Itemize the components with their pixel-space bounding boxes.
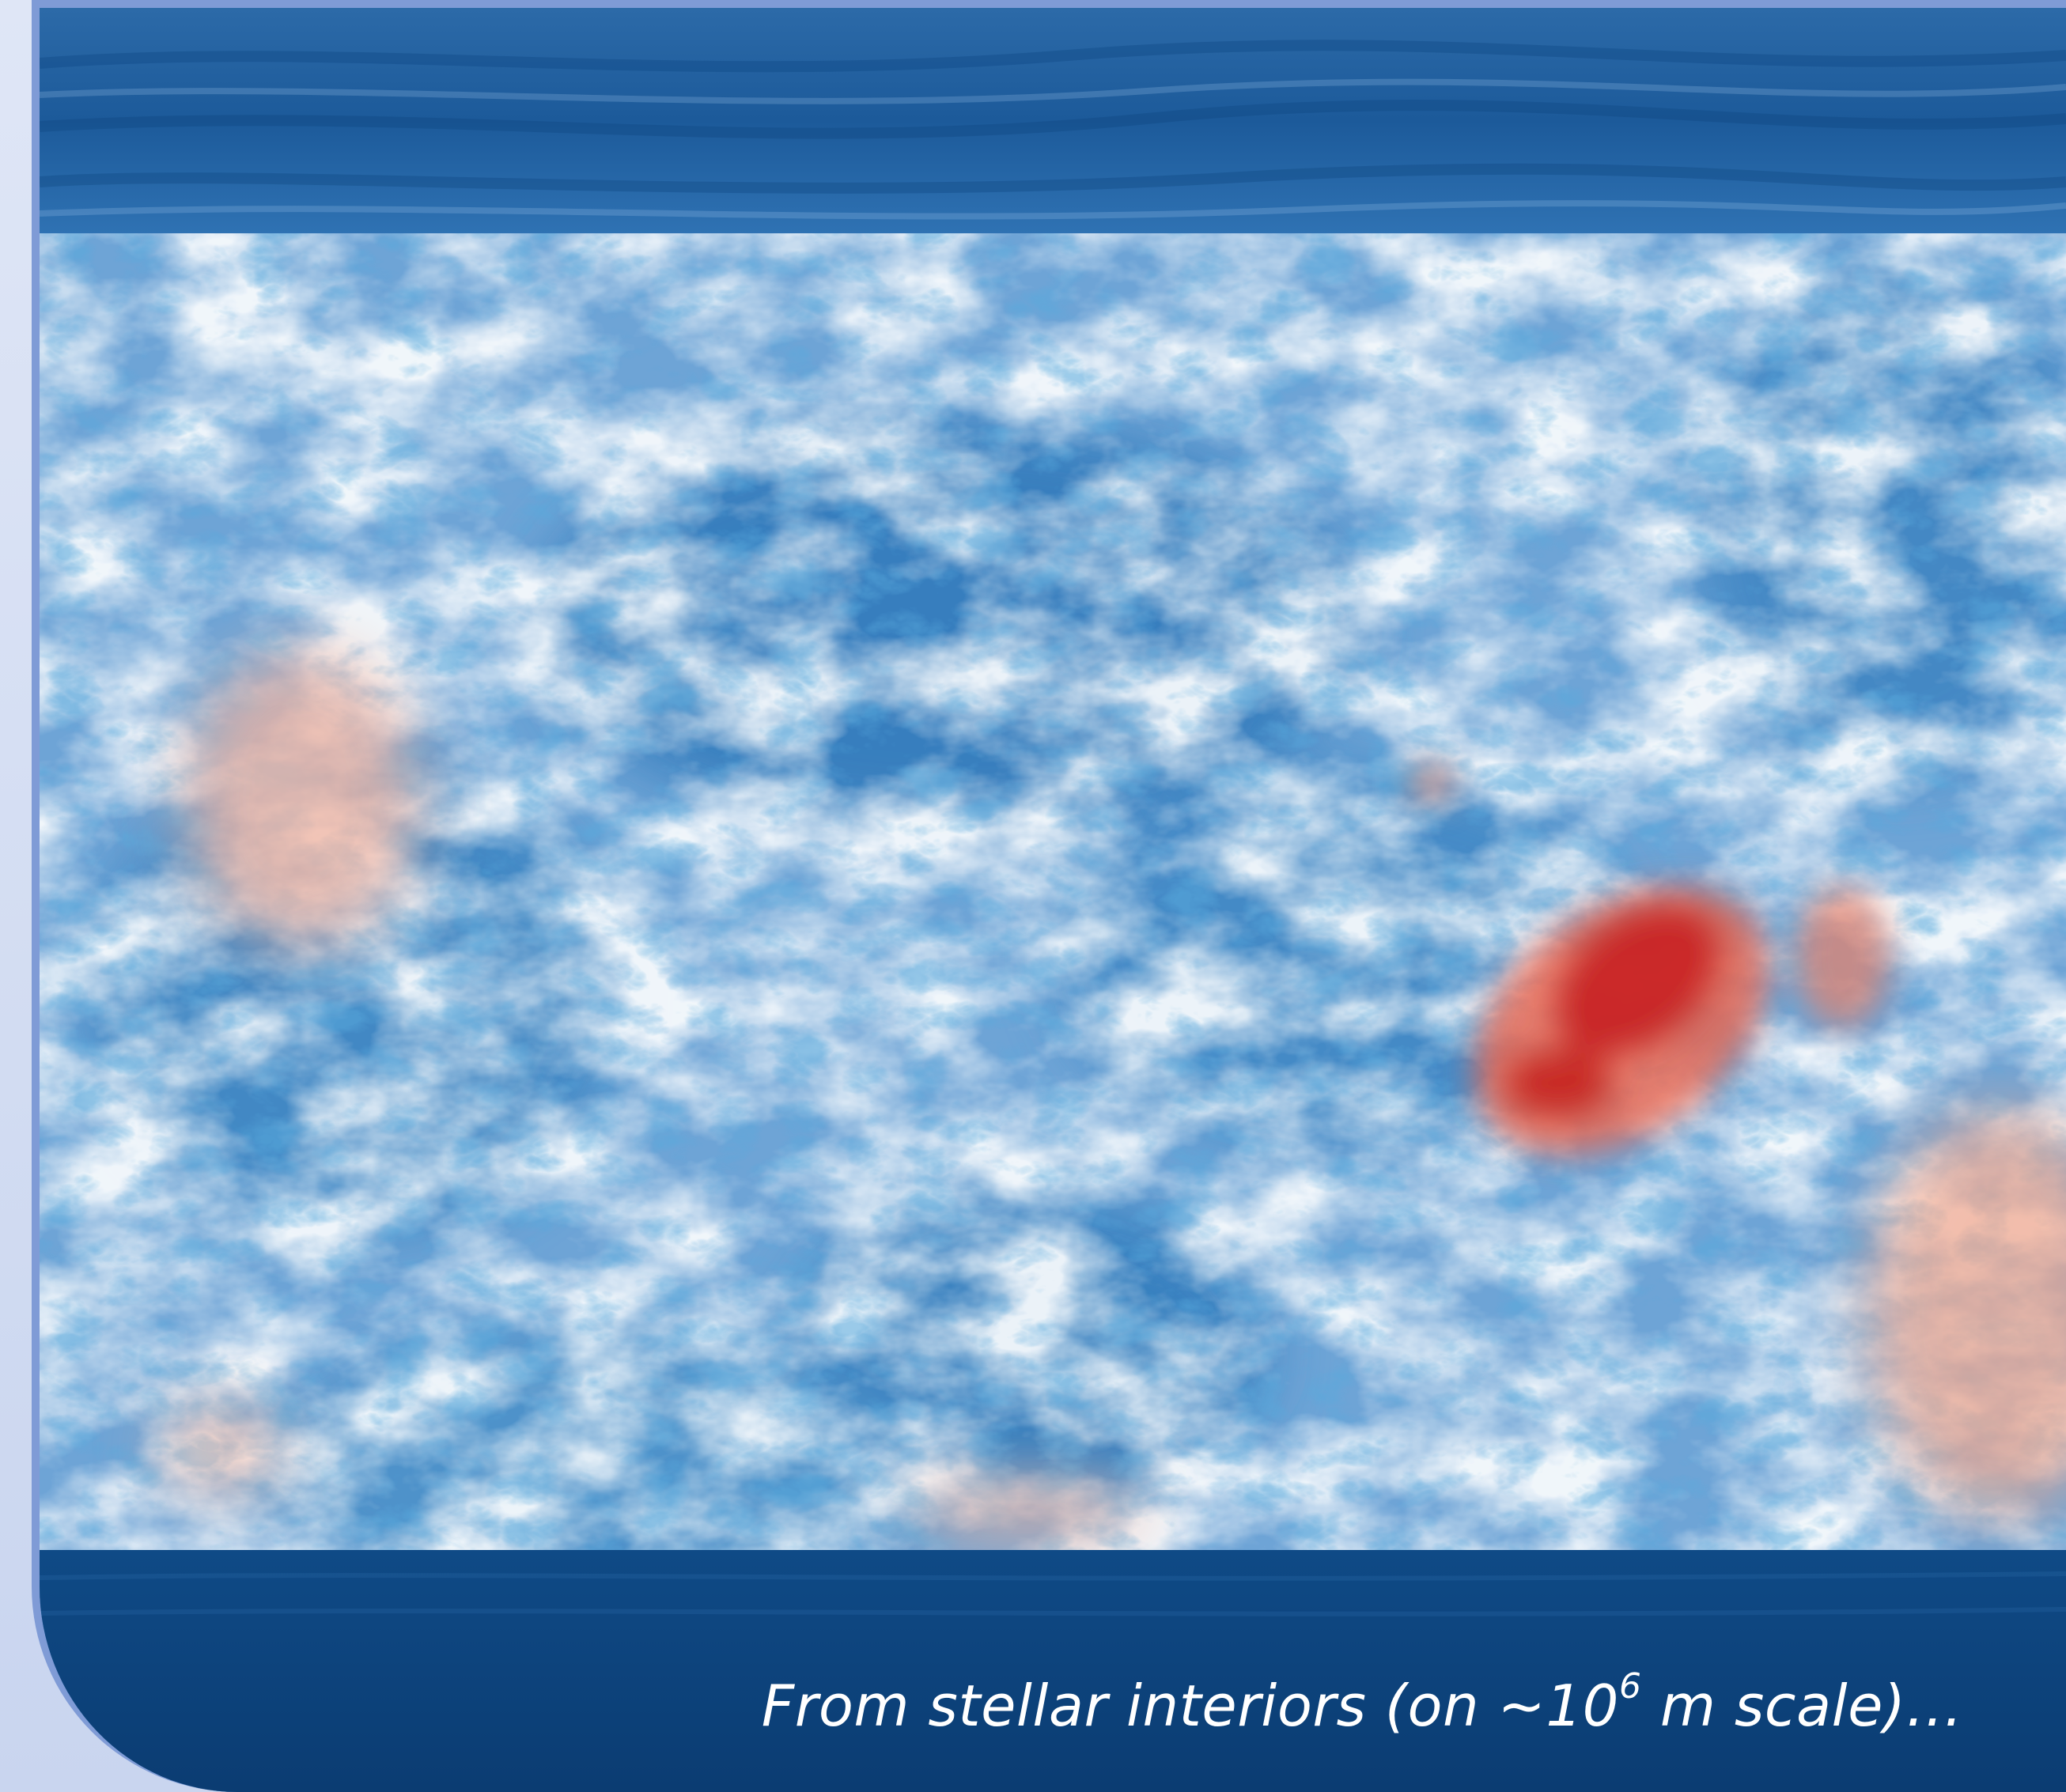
simulation-panel: From stellar interiors (on ~106 m scale)…	[32, 0, 2066, 1792]
caption-before: From stellar interiors (on ~10	[761, 1673, 1619, 1739]
caption-after: m scale)…	[1641, 1673, 1963, 1739]
caption-exponent: 6	[1618, 1666, 1642, 1707]
turbulence-simulation-image	[40, 8, 2066, 1792]
caption-text: From stellar interiors (on ~106 m scale)…	[761, 1666, 1963, 1739]
